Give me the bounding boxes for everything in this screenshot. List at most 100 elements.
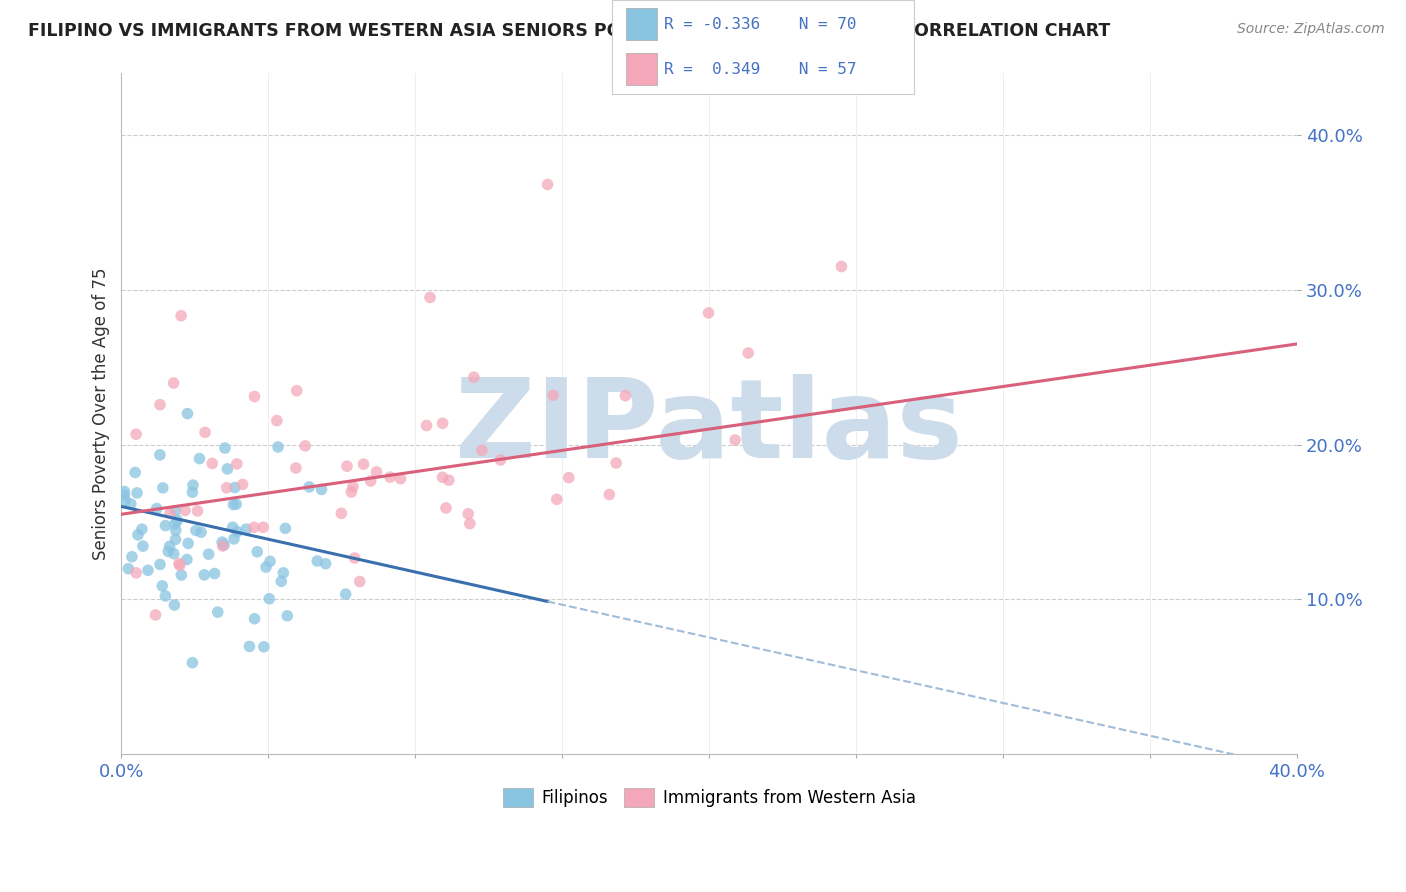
Point: [132, 539, 155, 553]
Point: [159, 507, 181, 521]
Point: [170, 309, 193, 323]
Point: [457, 507, 479, 521]
Point: [415, 418, 437, 433]
Point: [124, 466, 146, 480]
Point: [131, 522, 153, 536]
Point: [353, 457, 375, 471]
Point: [217, 462, 239, 476]
Point: [194, 425, 217, 440]
Point: [246, 545, 269, 559]
Point: [186, 504, 208, 518]
Point: [167, 557, 190, 571]
Point: [432, 417, 454, 431]
Point: [598, 487, 620, 501]
Point: [270, 574, 292, 589]
Point: [181, 485, 204, 500]
Point: [163, 598, 186, 612]
Text: Source: ZipAtlas.com: Source: ZipAtlas.com: [1237, 22, 1385, 37]
Point: [737, 346, 759, 360]
Point: [273, 566, 295, 580]
Point: [150, 579, 173, 593]
Point: [253, 640, 276, 654]
Point: [224, 481, 246, 495]
Point: [243, 390, 266, 404]
Point: [614, 389, 637, 403]
Point: [432, 470, 454, 484]
Point: [165, 533, 187, 547]
Point: [315, 557, 337, 571]
Point: [335, 587, 357, 601]
Point: [149, 398, 172, 412]
Point: [112, 488, 135, 502]
Point: [360, 474, 382, 488]
Point: [536, 178, 558, 192]
Point: [274, 521, 297, 535]
Point: [226, 524, 249, 539]
Point: [176, 552, 198, 566]
Point: [170, 568, 193, 582]
Text: R =  0.349    N = 57: R = 0.349 N = 57: [664, 62, 856, 77]
Point: [120, 497, 142, 511]
Point: [489, 453, 512, 467]
Point: [311, 483, 333, 497]
Point: [252, 520, 274, 534]
Point: [222, 498, 245, 512]
Point: [125, 566, 148, 580]
Point: [342, 480, 364, 494]
Point: [136, 563, 159, 577]
Point: [125, 427, 148, 442]
Point: [267, 440, 290, 454]
Point: [215, 481, 238, 495]
Point: [211, 535, 233, 549]
Point: [330, 506, 353, 520]
Point: [214, 441, 236, 455]
Point: [276, 608, 298, 623]
Point: [184, 524, 207, 538]
Point: [294, 439, 316, 453]
Point: [830, 260, 852, 274]
Point: [181, 656, 204, 670]
Point: [724, 433, 747, 447]
Point: [225, 497, 247, 511]
Point: [235, 522, 257, 536]
Point: [197, 547, 219, 561]
Point: [285, 384, 308, 398]
Text: FILIPINO VS IMMIGRANTS FROM WESTERN ASIA SENIORS POVERTY OVER THE AGE OF 75 CORR: FILIPINO VS IMMIGRANTS FROM WESTERN ASIA…: [28, 22, 1111, 40]
Point: [114, 493, 136, 508]
Point: [201, 457, 224, 471]
Point: [259, 554, 281, 568]
Point: [162, 376, 184, 390]
Point: [238, 640, 260, 654]
Point: [437, 473, 460, 487]
Point: [155, 589, 177, 603]
Point: [225, 457, 247, 471]
Point: [211, 539, 233, 553]
Point: [125, 486, 148, 500]
Y-axis label: Seniors Poverty Over the Age of 75: Seniors Poverty Over the Age of 75: [93, 268, 110, 560]
Point: [169, 558, 191, 573]
Point: [204, 566, 226, 581]
Point: [298, 480, 321, 494]
Point: [163, 547, 186, 561]
Point: [190, 525, 212, 540]
Point: [471, 443, 494, 458]
Point: [340, 485, 363, 500]
Point: [149, 558, 172, 572]
Legend: Filipinos, Immigrants from Western Asia: Filipinos, Immigrants from Western Asia: [496, 781, 922, 814]
Point: [165, 523, 187, 537]
Point: [222, 520, 245, 534]
Point: [181, 478, 204, 492]
Point: [159, 539, 181, 553]
Point: [307, 554, 329, 568]
Point: [166, 513, 188, 527]
Point: [145, 607, 167, 622]
Point: [259, 591, 281, 606]
Point: [266, 414, 288, 428]
Point: [176, 407, 198, 421]
Point: [458, 516, 481, 531]
Point: [212, 538, 235, 552]
Point: [389, 472, 412, 486]
Point: [177, 536, 200, 550]
Point: [463, 370, 485, 384]
Point: [157, 544, 180, 558]
